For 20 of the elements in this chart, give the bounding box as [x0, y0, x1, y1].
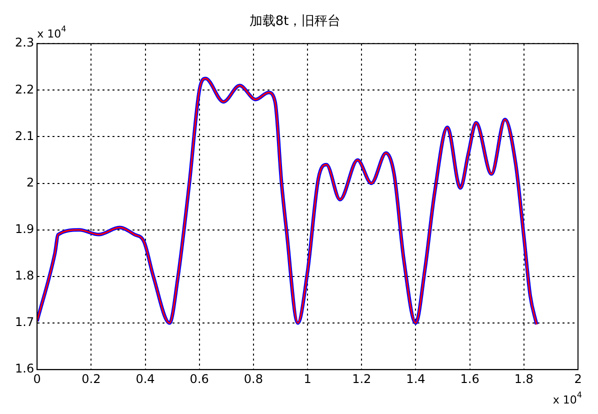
y-tick-label: 1.7 — [14, 315, 34, 330]
x-tick-label: 1 — [304, 372, 312, 386]
y-tick-label: 1.9 — [14, 222, 34, 236]
x-tick-label: 0 — [33, 372, 41, 386]
y-tick-label: 2.2 — [14, 82, 34, 96]
y-tick-label: 1.6 — [14, 362, 34, 376]
x-tick-label: 2 — [574, 372, 582, 386]
y-tick-label: 2.1 — [14, 128, 34, 143]
x-tick-label: 0.8 — [244, 372, 263, 386]
x-tick-label: 1.4 — [406, 372, 426, 386]
x-tick-label: 1.6 — [460, 372, 480, 386]
x-tick-label: 0.6 — [190, 372, 209, 386]
x-tick-label: 1.8 — [514, 372, 534, 386]
x-tick-label: 1.2 — [352, 372, 372, 386]
x-tick-label: 0.4 — [136, 372, 155, 386]
chart-title: 加载8t，旧秤台 — [249, 14, 341, 30]
y-tick-label: 1.8 — [14, 268, 34, 283]
y-tick-label: 2 — [26, 175, 34, 190]
y-tick-label: 2.3 — [14, 36, 34, 50]
x-tick-label: 0.2 — [82, 372, 101, 386]
